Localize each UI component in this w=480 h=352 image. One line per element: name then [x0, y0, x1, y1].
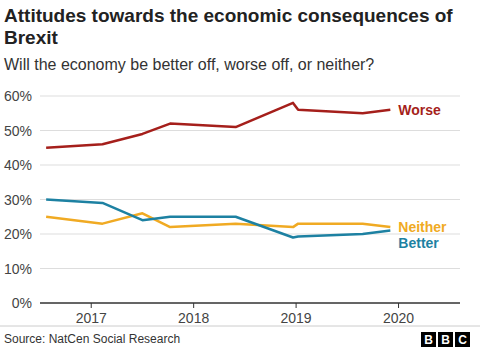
x-tick-label: 2020: [383, 310, 414, 326]
logo-letter: B: [424, 333, 433, 347]
logo: BBC: [421, 332, 470, 347]
x-tick: [91, 303, 92, 308]
grid-line: [40, 165, 460, 166]
series-label: Worse: [398, 102, 441, 118]
logo-letter: C: [458, 333, 467, 347]
source: Source: NatCen Social Research: [4, 332, 180, 346]
footer-rule: [0, 326, 480, 327]
y-tick-label: 40%: [4, 157, 32, 173]
series-line: [46, 213, 390, 227]
y-tick-label: 30%: [4, 192, 32, 208]
x-tick: [193, 303, 194, 308]
logo-box: [421, 332, 436, 347]
x-tick: [398, 303, 399, 308]
logo-box: [438, 332, 453, 347]
y-tick-label: 0%: [12, 295, 32, 311]
plot-area: [46, 103, 390, 238]
series-line: [46, 200, 390, 238]
x-tick: [296, 303, 297, 308]
logo-letter: B: [441, 333, 450, 347]
grid-line: [40, 96, 460, 97]
series-label: Neither: [398, 219, 447, 235]
grid-line: [40, 130, 460, 131]
y-tick-label: 50%: [4, 123, 32, 139]
title-line: Attitudes towards the economic consequen…: [4, 5, 453, 26]
grid-line: [40, 303, 460, 304]
chart: Attitudes towards the economic consequen…: [0, 0, 480, 352]
x-tick-label: 2017: [76, 310, 107, 326]
grid-line: [40, 199, 460, 200]
x-tick-label: 2019: [281, 310, 312, 326]
subtitle: Will the economy be better off, worse of…: [4, 56, 374, 73]
title-line: Brexit: [4, 27, 59, 48]
x-axis: [40, 303, 460, 304]
series-label: Better: [398, 235, 439, 251]
title: Attitudes towards the economic consequen…: [4, 5, 453, 48]
y-tick-label: 20%: [4, 226, 32, 242]
y-tick-label: 60%: [4, 88, 32, 104]
logo-box: [455, 332, 470, 347]
x-tick-label: 2018: [178, 310, 209, 326]
series-line: [46, 103, 390, 148]
grid-line: [40, 234, 460, 235]
y-tick-label: 10%: [4, 261, 32, 277]
grid-line: [40, 268, 460, 269]
